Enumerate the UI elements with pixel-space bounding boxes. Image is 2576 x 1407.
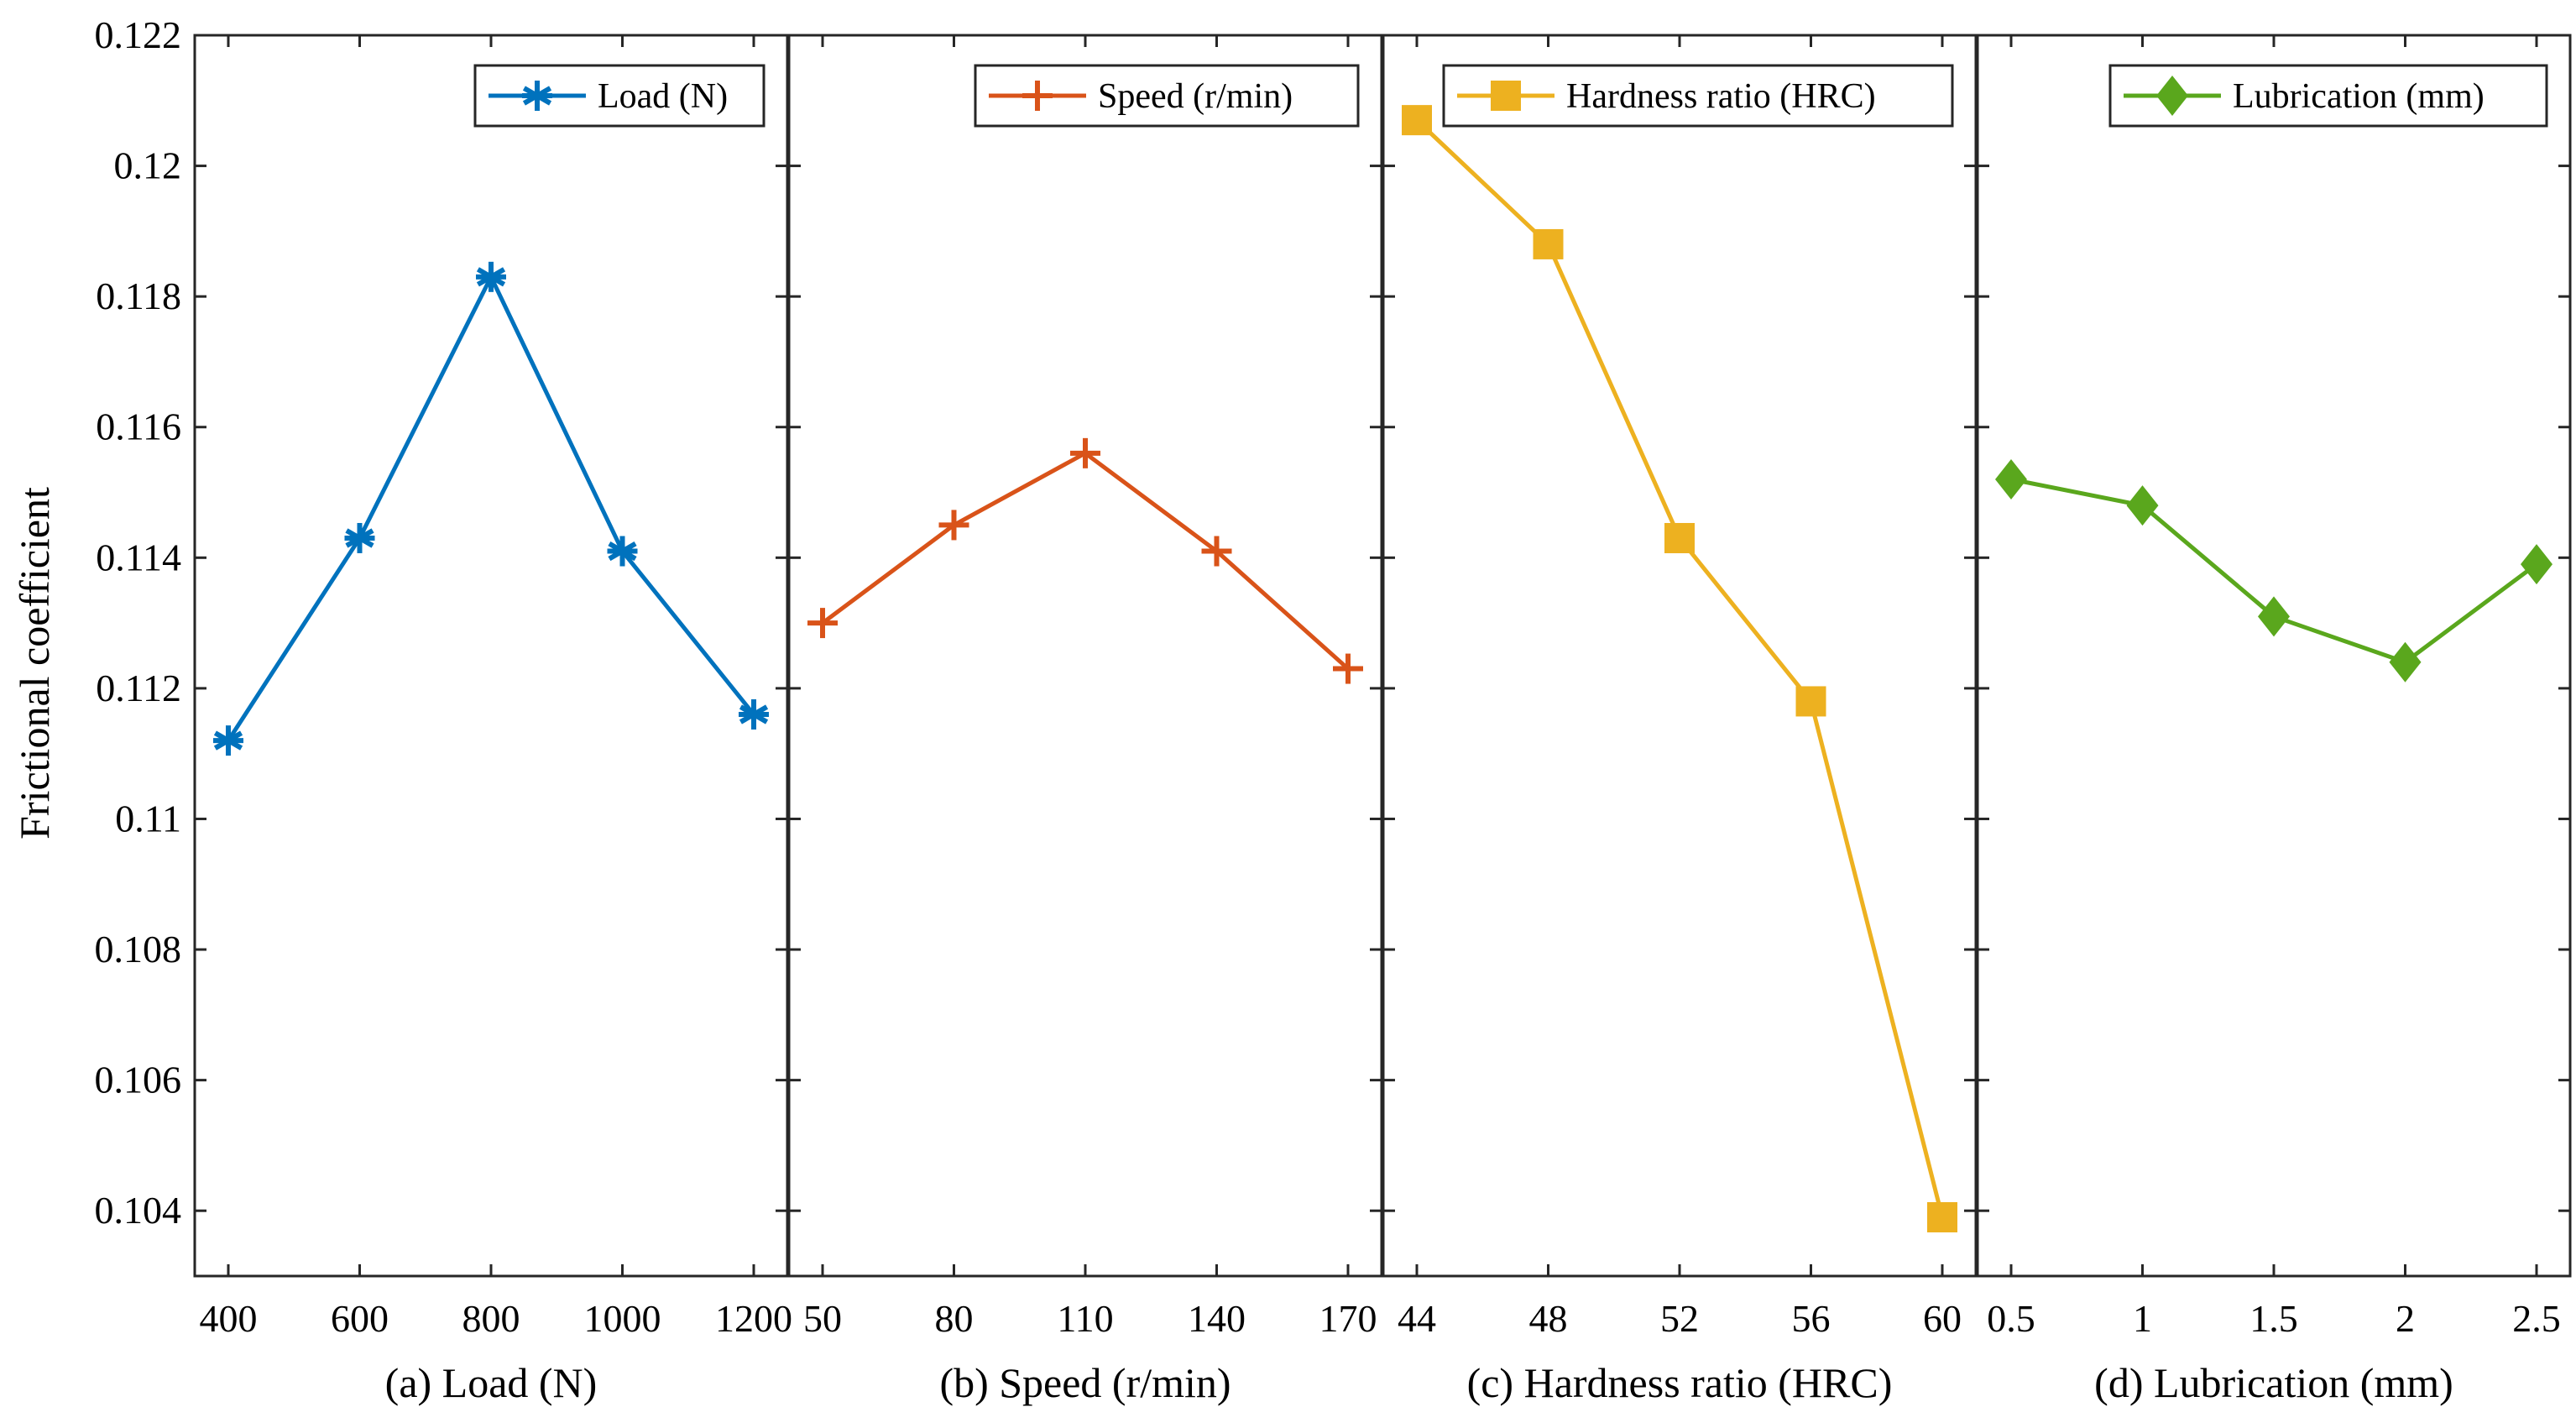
- subplot-c: 44 48 52 56 60 (c) Hardness ratio (HRC) Hardne…: [1382, 34, 1978, 1406]
- x-tick-label: 1: [2133, 1297, 2152, 1340]
- y-tick-label: 0.108: [95, 928, 182, 970]
- subplot-a: 0.104 0.106 0.108 0.11 0.112 0.114 0.116 0.118 0…: [95, 13, 793, 1406]
- y-tick-label: 0.116: [96, 405, 181, 448]
- data-point: [213, 725, 243, 756]
- data-point: [2126, 485, 2159, 526]
- legend: Speed (r/min): [974, 64, 1360, 128]
- y-axis-title: Frictional coefficient: [11, 487, 58, 839]
- data-point: [807, 608, 838, 639]
- y-tick-label: 0.11: [115, 797, 181, 839]
- legend-marker: [522, 81, 552, 111]
- legend-label: Hardness ratio (HRC): [1566, 77, 1876, 116]
- data-point: [476, 261, 506, 292]
- data-point: [1201, 536, 1232, 567]
- x-tick-label: 140: [1188, 1297, 1246, 1340]
- x-tick-label: 52: [1660, 1297, 1699, 1340]
- legend-marker: [1491, 81, 1521, 111]
- data-point: [1795, 686, 1826, 717]
- x-tick-label: 60: [1923, 1297, 1962, 1340]
- data-point: [2258, 596, 2290, 637]
- x-axis-title: (c) Hardness ratio (HRC): [1467, 1359, 1893, 1406]
- x-tick-label: 0.5: [1987, 1297, 2035, 1340]
- y-tick-label: 0.114: [96, 536, 181, 578]
- legend-marker: [2156, 76, 2188, 116]
- legend: Lubrication (mm): [2108, 64, 2548, 128]
- y-tick-label: 0.122: [95, 13, 182, 56]
- x-tick-label: 2: [2396, 1297, 2415, 1340]
- x-tick-label: 800: [462, 1297, 520, 1340]
- x-tick-label: 2.5: [2512, 1297, 2561, 1340]
- legend: Hardness ratio (HRC): [1442, 64, 1954, 128]
- x-tick-label: 1.5: [2249, 1297, 2298, 1340]
- x-tick-label: 170: [1319, 1297, 1377, 1340]
- x-tick-label: 600: [331, 1297, 389, 1340]
- legend-marker: [1022, 81, 1053, 111]
- data-point: [1070, 437, 1100, 468]
- legend-label: Load (N): [598, 77, 728, 116]
- x-tick-label: 110: [1057, 1297, 1113, 1340]
- axes-box: [1976, 34, 2572, 1278]
- x-axis-title: (b) Speed (r/min): [939, 1359, 1231, 1406]
- x-tick-label: 80: [935, 1297, 974, 1340]
- data-point: [938, 510, 969, 541]
- data-point: [1533, 228, 1564, 259]
- x-tick-label: 1200: [715, 1297, 792, 1340]
- data-point: [607, 536, 638, 567]
- x-tick-label: 1000: [584, 1297, 661, 1340]
- subplot-panels: 0.104 0.106 0.108 0.11 0.112 0.114 0.116 0.118 0…: [95, 13, 2572, 1406]
- series-line: [226, 275, 755, 742]
- y-tick-label: 0.104: [95, 1189, 182, 1232]
- y-tick-label: 0.112: [96, 667, 181, 709]
- x-tick-label: 48: [1529, 1297, 1568, 1340]
- data-point: [2389, 641, 2422, 683]
- x-tick-label: 50: [803, 1297, 842, 1340]
- x-tick-label: 400: [200, 1297, 258, 1340]
- data-point: [1402, 105, 1432, 136]
- data-point: [1664, 522, 1695, 553]
- legend-box: [2108, 64, 2548, 128]
- data-point: [1333, 653, 1363, 684]
- y-tick-label: 0.118: [96, 275, 181, 317]
- series-line: [821, 451, 1350, 671]
- subplot-b: 50 80 110 140 170 (b) Speed (r/min) Speed (r/m…: [787, 34, 1383, 1406]
- series-line: [1415, 118, 1945, 1218]
- axes-box: [1382, 34, 1978, 1278]
- data-point: [1927, 1201, 1957, 1232]
- legend-label: Speed (r/min): [1098, 77, 1293, 116]
- data-point: [2521, 544, 2552, 585]
- data-point: [739, 699, 769, 730]
- data-point: [1995, 458, 2027, 500]
- x-tick-label: 56: [1792, 1297, 1831, 1340]
- x-axis-title: (a) Load (N): [385, 1359, 598, 1406]
- y-tick-label: 0.12: [114, 144, 182, 187]
- legend: Load (N): [473, 64, 765, 128]
- legend-label: Lubrication (mm): [2233, 77, 2485, 116]
- y-tick-label: 0.106: [95, 1059, 182, 1101]
- data-point: [344, 522, 375, 553]
- x-axis-title: (d) Lubrication (mm): [2094, 1359, 2453, 1406]
- x-tick-label: 44: [1398, 1297, 1436, 1340]
- axes-box: [787, 34, 1383, 1278]
- subplot-d: 0.5 1 1.5 2 2.5 (d) Lubrication (mm) Lubricati…: [1976, 34, 2572, 1406]
